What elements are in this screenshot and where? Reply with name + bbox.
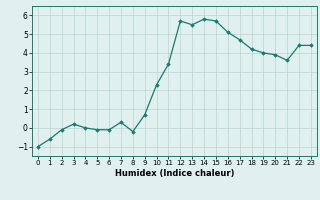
X-axis label: Humidex (Indice chaleur): Humidex (Indice chaleur) xyxy=(115,169,234,178)
